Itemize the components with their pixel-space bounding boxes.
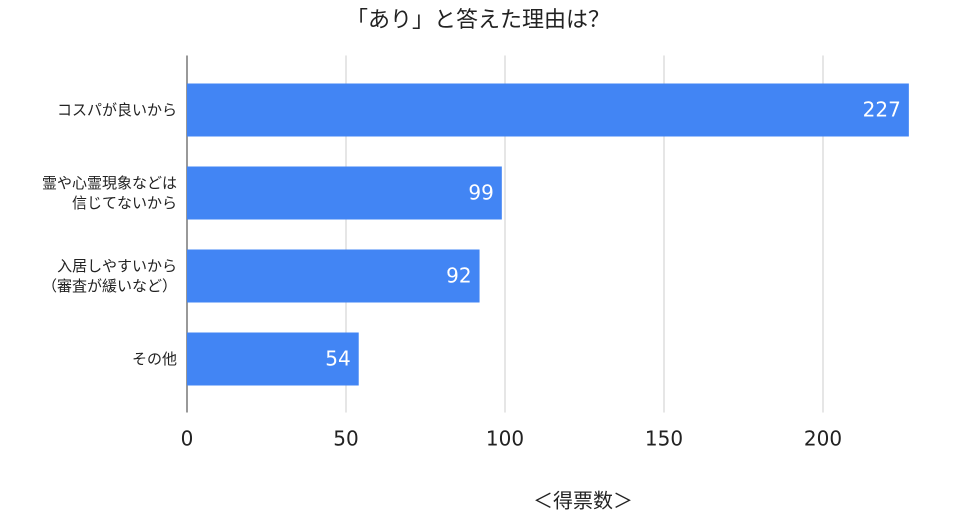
x-tick-label: 150 — [645, 427, 683, 451]
x-tick-label: 200 — [804, 427, 842, 451]
x-tick-label: 50 — [333, 427, 358, 451]
bar — [187, 166, 502, 220]
value-label: 92 — [446, 264, 471, 288]
bar — [187, 332, 359, 386]
y-tick-label: その他 — [131, 350, 177, 368]
x-axis-label: ＜得票数＞ — [533, 489, 633, 513]
value-label: 54 — [325, 347, 350, 371]
bar — [187, 249, 480, 303]
chart-title: 「あり」と答えた理由は？ — [346, 8, 610, 33]
y-tick-label: 霊や心霊現象などは 信じてないから — [41, 174, 177, 212]
y-tick-label: コスパが良いから — [56, 101, 177, 119]
bar — [187, 83, 909, 137]
y-tick-label: 入居しやすいから （審査が緩いなど） — [41, 257, 177, 295]
value-label: 99 — [468, 181, 493, 205]
value-label: 227 — [863, 98, 901, 122]
x-tick-label: 100 — [486, 427, 524, 451]
x-tick-label: 0 — [181, 427, 194, 451]
